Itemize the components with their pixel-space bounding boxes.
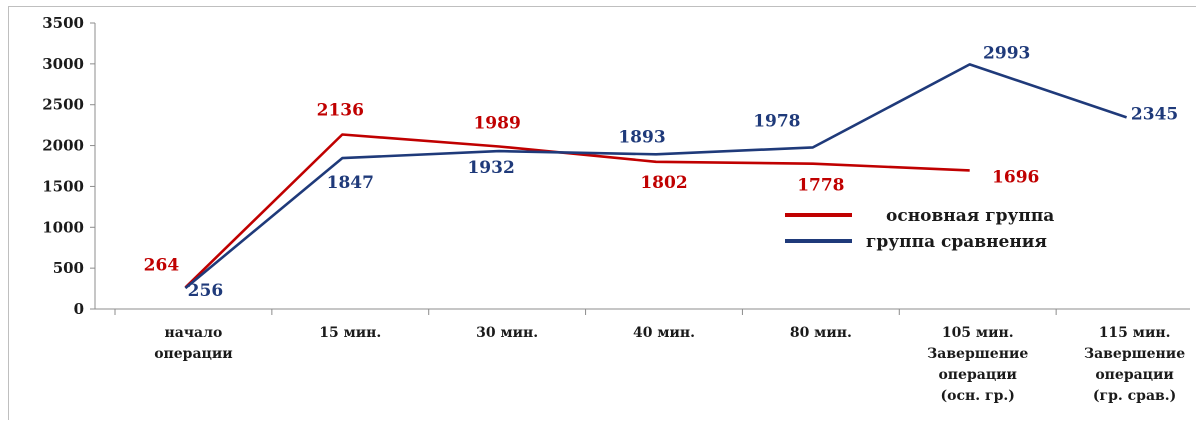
data-label: 1978: [753, 111, 800, 131]
data-label: 2993: [983, 43, 1030, 63]
data-label: 2136: [317, 100, 364, 120]
data-label: 1893: [618, 127, 665, 147]
data-label: 1802: [640, 173, 687, 193]
x-category-label: (гр. срав.): [1093, 388, 1176, 404]
x-category-label: 40 мин.: [633, 325, 695, 341]
data-label: 256: [188, 281, 224, 301]
series-line: [184, 133, 970, 289]
x-category-label: операции: [938, 367, 1016, 383]
x-category-label: 30 мин.: [476, 325, 538, 341]
data-label: 1696: [992, 167, 1039, 187]
data-label: 264: [144, 255, 180, 275]
x-category-label: Завершение: [927, 346, 1028, 362]
chart-frame: [8, 6, 1196, 420]
y-tick-label: 3500: [42, 14, 84, 32]
data-label: 2345: [1131, 104, 1178, 124]
x-category-label: 80 мин.: [790, 325, 852, 341]
x-category-label: 115 мин.: [1099, 325, 1171, 341]
x-category-label: 15 мин.: [319, 325, 381, 341]
y-tick-label: 1000: [42, 218, 84, 236]
x-category-label: операции: [154, 346, 232, 362]
x-category-label: операции: [1095, 367, 1173, 383]
y-tick-label: 1500: [42, 177, 84, 195]
y-tick-label: 3000: [42, 55, 84, 73]
y-tick-label: 0: [74, 300, 84, 318]
legend-label: основная группа: [886, 206, 1054, 226]
y-tick-label: 2000: [42, 137, 84, 155]
data-label: 1778: [797, 176, 844, 196]
x-category-label: начало: [164, 325, 222, 341]
x-category-label: Завершение: [1084, 346, 1185, 362]
series-line: [184, 63, 1128, 290]
x-category-label: (осн. гр.): [941, 388, 1015, 404]
data-label: 1989: [473, 113, 520, 133]
x-category-label: 105 мин.: [942, 325, 1014, 341]
data-label: 1847: [327, 173, 374, 193]
legend-label: группа сравнения: [866, 232, 1047, 252]
data-label: 1932: [467, 158, 514, 178]
y-tick-label: 2500: [42, 96, 84, 114]
y-tick-label: 500: [53, 259, 84, 277]
